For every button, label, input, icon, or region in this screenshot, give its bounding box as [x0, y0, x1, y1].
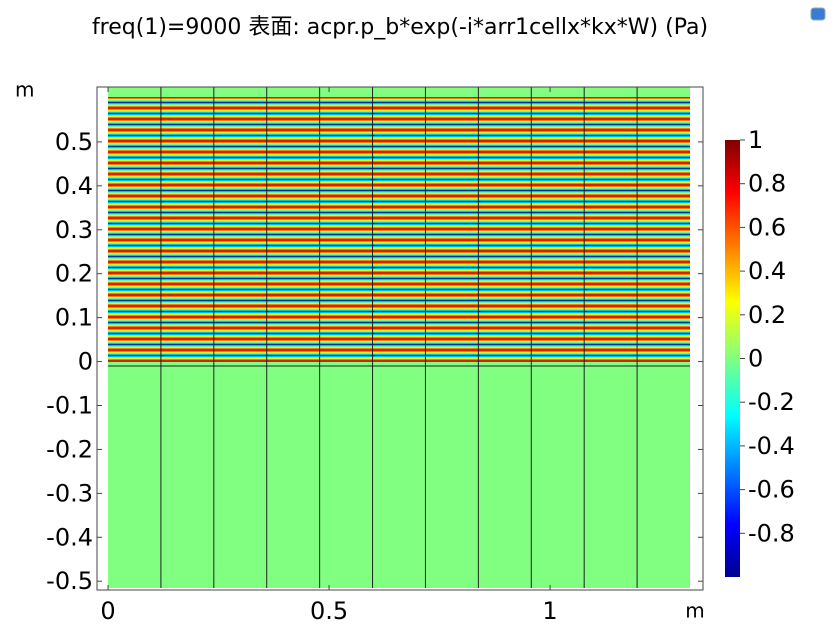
colorbar-tick-label: -0.6: [748, 476, 795, 504]
y-tick-label: 0.1: [55, 304, 93, 332]
colorbar-tick-label: 0.6: [748, 213, 786, 241]
x-tick-label: 0: [100, 597, 115, 625]
y-tick-label: -0.5: [46, 567, 93, 595]
wave-region: [108, 97, 690, 362]
y-tick-label: -0.2: [46, 435, 93, 463]
colorbar-tick-label: 1: [748, 126, 763, 154]
y-tick-label: 0.3: [55, 216, 93, 244]
plot-area: [108, 87, 690, 588]
x-axis-label: m: [685, 599, 704, 623]
y-tick-label: 0.5: [55, 128, 93, 156]
y-tick-label: 0: [78, 348, 93, 376]
icon: [810, 7, 826, 21]
x-tick-label: 0.5: [310, 597, 348, 625]
y-tick-label: -0.4: [46, 523, 93, 551]
y-tick-label: 0.2: [55, 260, 93, 288]
colorbar-tick-label: 0.8: [748, 170, 786, 198]
frame: [96, 86, 704, 591]
colorbar-tick-label: -0.8: [748, 519, 795, 547]
colorbar-tick-label: -0.4: [748, 432, 795, 460]
x-tick-label: 1: [542, 597, 557, 625]
colorbar-tick-label: 0: [748, 345, 763, 373]
colorbar-tick-label: 0.2: [748, 301, 786, 329]
y-axis-label: m: [15, 78, 34, 102]
chart-title: freq(1)=9000 表面: acpr.p_b*exp(-i*arr1cel…: [92, 15, 708, 40]
colorbar-tick-label: 0.4: [748, 257, 786, 285]
y-tick-label: -0.3: [46, 479, 93, 507]
colorbar-tick-label: -0.2: [748, 388, 795, 416]
y-tick-label: 0.4: [55, 172, 93, 200]
y-tick-label: -0.1: [46, 391, 93, 419]
colorbar: [725, 140, 740, 577]
